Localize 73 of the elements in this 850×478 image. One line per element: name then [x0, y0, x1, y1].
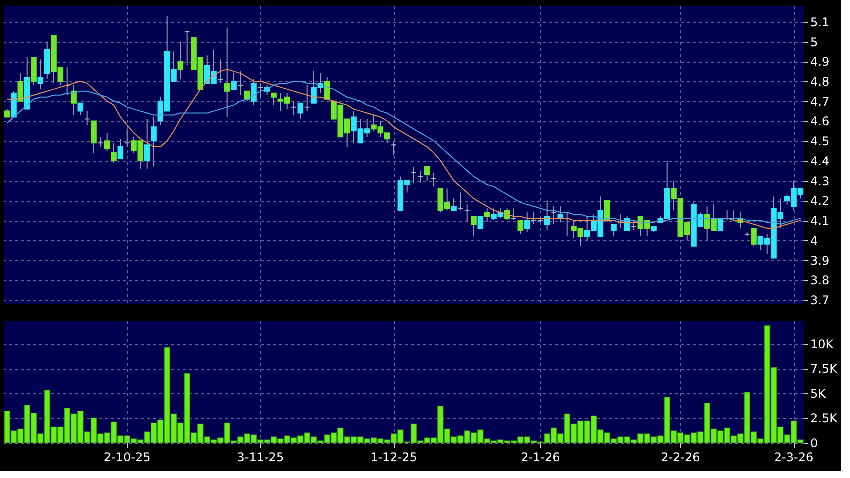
- candlestick: [238, 71, 244, 96]
- candlestick: [478, 216, 484, 230]
- candlestick: [511, 208, 517, 222]
- candlestick: [11, 90, 17, 118]
- candlestick: [124, 128, 130, 148]
- candlestick: [31, 57, 37, 86]
- candlestick: [151, 116, 157, 168]
- candlestick: [218, 59, 224, 84]
- y-tick-label: 5K: [810, 386, 828, 401]
- candlestick: [64, 67, 70, 96]
- x-tick-label: 2-10-25: [104, 450, 151, 464]
- candlestick: [518, 220, 524, 235]
- candlestick: [471, 216, 477, 237]
- y-tick-label: 7.5K: [810, 362, 839, 376]
- x-tick-label: 1-12-25: [370, 450, 418, 464]
- candlestick: [551, 206, 557, 226]
- candlestick: [464, 204, 470, 224]
- y-tick-label: 4.6: [810, 114, 830, 129]
- candlestick: [424, 166, 430, 182]
- y-tick-label: 3.8: [810, 274, 830, 288]
- candlestick: [231, 73, 237, 90]
- candlestick: [44, 41, 50, 80]
- candlestick: [104, 132, 110, 152]
- y-tick-label: 4.8: [810, 74, 830, 89]
- candlestick: [38, 59, 44, 90]
- candlestick: [751, 228, 757, 247]
- candlestick: [71, 84, 77, 116]
- candlestick: [78, 102, 84, 116]
- y-tick-label: 4.9: [810, 55, 830, 70]
- y-tick-label: 3.7: [810, 294, 830, 308]
- x-tick-label: 3-11-25: [237, 450, 284, 464]
- candlestick: [298, 102, 304, 120]
- candlestick: [258, 82, 264, 98]
- y-tick-label: 2.5K: [810, 412, 839, 426]
- y-tick-label: 4.4: [810, 154, 830, 168]
- candlestick: [304, 84, 310, 112]
- x-tick-label: 2-3-26: [774, 450, 814, 464]
- candlestick: [411, 166, 417, 184]
- candlestick: [18, 73, 24, 102]
- candlestick: [184, 31, 190, 66]
- y-tick-label: 4.5: [810, 134, 830, 149]
- candlestick: [118, 138, 124, 160]
- y-tick-label: 4.2: [810, 194, 830, 208]
- y-tick-label: 4.7: [810, 94, 830, 109]
- y-tick-label: 4: [810, 234, 818, 248]
- candlestick: [611, 224, 617, 237]
- candlestick: [91, 120, 97, 154]
- y-tick-label: 4.1: [810, 214, 830, 228]
- candlestick: [178, 41, 184, 80]
- candlestick: [418, 170, 424, 184]
- candlestick: [224, 27, 230, 118]
- candlestick: [291, 100, 297, 116]
- candlestick: [251, 79, 257, 106]
- y-tick-label: 10K: [810, 337, 835, 352]
- candlestick: [98, 136, 104, 148]
- candlestick: [451, 198, 457, 212]
- candlestick: [484, 208, 490, 224]
- y-tick-label: 4.3: [810, 174, 830, 188]
- candlestick: [531, 212, 537, 226]
- x-tick-label: 2-2-26: [661, 450, 700, 464]
- candlestick: [431, 172, 437, 188]
- candlestick: [391, 140, 397, 156]
- candlestick: [84, 110, 90, 126]
- y-tick-label: 5: [810, 35, 818, 50]
- candlestick: [111, 142, 117, 164]
- candlestick: [144, 118, 150, 170]
- y-tick-label: 5.1: [810, 15, 830, 30]
- candlestick: [271, 92, 277, 106]
- candlestick: [458, 192, 464, 212]
- candlestick: [524, 212, 530, 233]
- x-tick-label: 2-1-26: [521, 450, 560, 464]
- y-tick-label: 3.9: [810, 254, 830, 268]
- y-tick-label: 0: [810, 436, 818, 450]
